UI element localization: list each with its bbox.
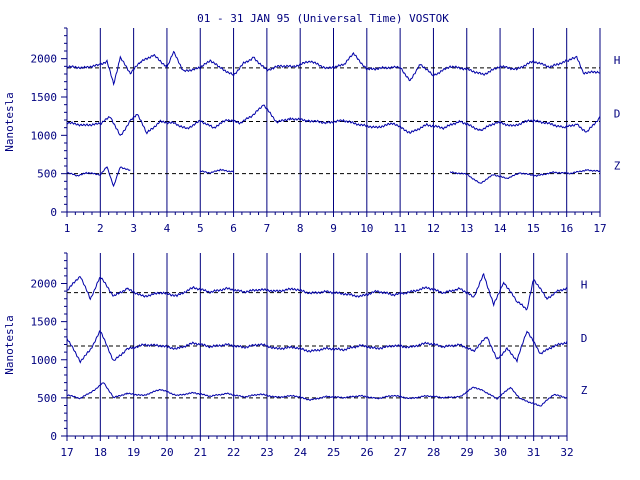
x-tick-label: 17	[593, 222, 606, 235]
y-tick-label: 2000	[31, 278, 58, 291]
x-tick-label: 10	[360, 222, 373, 235]
x-tick-label: 19	[127, 446, 140, 459]
x-tick-label: 3	[130, 222, 137, 235]
x-tick-label: 7	[264, 222, 271, 235]
series-label-h: H	[581, 279, 588, 292]
x-tick-label: 27	[394, 446, 407, 459]
series-h-trace	[66, 50, 601, 87]
x-tick-label: 12	[427, 222, 440, 235]
series-z-trace	[66, 166, 131, 188]
y-tick-label: 1500	[31, 316, 58, 329]
series-z-trace	[199, 168, 234, 175]
x-tick-label: 11	[394, 222, 407, 235]
y-tick-label: 1500	[31, 91, 58, 104]
y-tick-label: 2000	[31, 53, 58, 66]
series-label-d: D	[581, 332, 588, 345]
series-label-z: Z	[581, 384, 588, 397]
panel-top: 1 2 3 4 5 6 7 8 9 10 11 12 13 14 15 16 17050010001500200…	[3, 27, 621, 235]
x-tick-label: 30	[494, 446, 507, 459]
series-d-trace	[66, 104, 601, 136]
x-tick-label: 26	[360, 446, 373, 459]
x-tick-label: 18	[94, 446, 107, 459]
x-tick-label: 6	[230, 222, 237, 235]
x-tick-label: 23	[260, 446, 273, 459]
chart-title: 01 - 31 JAN 95 (Universal Time) VOSTOK	[197, 12, 449, 25]
x-tick-label: 32	[560, 446, 573, 459]
x-tick-label: 22	[227, 446, 240, 459]
y-tick-label: 1000	[31, 129, 58, 142]
y-tick-label: 0	[50, 206, 57, 219]
series-z-trace	[449, 169, 601, 184]
x-tick-label: 31	[527, 446, 540, 459]
series-label-h: H	[614, 54, 621, 67]
x-tick-label: 28	[427, 446, 440, 459]
x-tick-label: 25	[327, 446, 340, 459]
x-tick-label: 2	[97, 222, 104, 235]
series-label-d: D	[614, 108, 621, 121]
x-tick-label: 9	[330, 222, 337, 235]
x-tick-label: 17	[60, 446, 73, 459]
x-tick-label: 20	[160, 446, 173, 459]
x-tick-label: 4	[164, 222, 171, 235]
x-tick-label: 5	[197, 222, 204, 235]
series-label-z: Z	[614, 160, 621, 173]
y-axis-label: Nanotesla	[3, 315, 16, 375]
x-tick-label: 15	[527, 222, 540, 235]
x-tick-label: 13	[460, 222, 473, 235]
y-axis-label: Nanotesla	[3, 92, 16, 152]
x-tick-label: 21	[194, 446, 207, 459]
series-h-trace	[66, 272, 568, 311]
x-tick-label: 14	[493, 222, 507, 235]
y-tick-label: 1000	[31, 354, 58, 367]
x-tick-label: 29	[460, 446, 473, 459]
y-tick-label: 500	[37, 392, 57, 405]
y-tick-label: 500	[37, 168, 57, 181]
y-tick-label: 0	[50, 430, 57, 443]
x-tick-label: 16	[560, 222, 573, 235]
x-tick-label: 8	[297, 222, 304, 235]
x-tick-label: 1	[64, 222, 71, 235]
x-tick-label: 24	[294, 446, 308, 459]
series-z-trace	[66, 382, 568, 407]
series-d-trace	[66, 330, 568, 364]
panel-bottom: 17 18 19 20 21 22 23 24 25 26 27 28 29 30 31 32 0 500 1000…	[3, 252, 588, 459]
